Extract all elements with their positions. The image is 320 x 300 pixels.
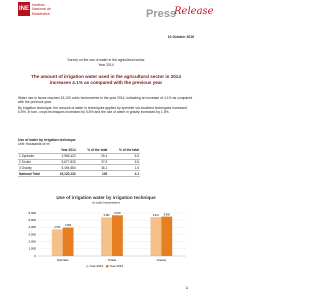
logo-mark: INE (18, 2, 30, 16)
legend-label: Year 2014 (110, 264, 124, 268)
table-cell: 100 (76, 170, 109, 177)
data-label: 5,495 (164, 213, 171, 216)
table-row: 2 Trickle 5,677,825 37.5 5.5 (18, 159, 140, 166)
x-tick-label: Gravity (157, 258, 167, 262)
bar (51, 229, 63, 256)
table-cell: 1.5 (108, 164, 140, 172)
logo-line: Estadística (32, 11, 50, 16)
y-tick-label: 2,000 (28, 239, 36, 243)
chart-subtitle: (in cubic hectometers) (92, 201, 120, 205)
table-cell: 5,677,825 (50, 159, 77, 166)
table-cell: 5.5 (108, 159, 140, 166)
table-cell: 36.1 (76, 164, 109, 172)
table-row: 3 Gravity 5,494,884 36.1 1.5 (18, 164, 140, 172)
legend-label: Year 2013 (90, 264, 104, 268)
data-label: 3,724 (54, 226, 61, 229)
logo-text: Instituto Nacional de Estadística (32, 3, 51, 16)
table-cell: 3,966,423 (50, 153, 77, 160)
table-cell: 37.5 (76, 159, 109, 166)
table-unit: Unit: thousands of m³ (18, 142, 51, 146)
page-number: 1 (186, 286, 188, 290)
table-cell: 1 Sprinkler (18, 153, 51, 160)
y-tick-label: 6,000 (28, 211, 36, 215)
table-row: National Total 15,120,132 100 4.1 (18, 170, 140, 177)
paragraph: Water use in farms reached 15,120 cubic … (18, 96, 193, 105)
logo-line: Instituto (32, 3, 45, 7)
table-cell: 4.1 (108, 170, 140, 177)
survey-title: Survey on the use of water in the agricu… (67, 58, 145, 62)
headline: The amount of irrigation water used in t… (31, 74, 181, 85)
y-tick-label: 4,000 (28, 225, 36, 229)
date: 10 October 2016 (167, 35, 194, 39)
table-cell: 6.5 (108, 153, 140, 160)
table-cell: 26.4 (76, 153, 109, 160)
y-tick-label: 5,000 (28, 218, 36, 222)
legend-swatch (106, 265, 109, 268)
table-row: 1 Sprinkler 3,966,423 26.4 6.5 (18, 153, 140, 160)
chart-title: Use of irrigation water by irrigation te… (56, 195, 156, 200)
page: INE Instituto Nacional de Estadística Pres… (18, 2, 214, 290)
data-label: 5,414 (153, 214, 160, 217)
data-label: 5,678 (114, 212, 121, 215)
table-cell: 5,494,884 (50, 164, 77, 172)
data-label: 3,966 (65, 224, 72, 227)
table-cell: 2 Trickle (18, 159, 51, 166)
paragraph: By irrigation technique, the amount of w… (18, 106, 187, 115)
y-tick-label: 1,000 (28, 247, 36, 251)
survey-year: Year 2014 (98, 63, 114, 67)
table: Year 2014% of the total% of the total 1 S… (18, 148, 140, 177)
table-title: Use of water by irrigation technique (18, 138, 76, 142)
y-tick-label: 3,000 (28, 232, 36, 236)
column-header: % of the total (108, 148, 140, 154)
data-label: 5,382 (104, 214, 111, 217)
legend-swatch (86, 265, 89, 268)
bar (112, 215, 123, 256)
bar (101, 217, 112, 256)
bar (161, 216, 173, 256)
x-tick-label: Trickle (108, 258, 117, 262)
bar (62, 227, 74, 256)
column-header: % of the total (76, 148, 109, 154)
table-cell (18, 148, 51, 154)
press: Press (146, 8, 176, 20)
y-tick-label: 0 (34, 254, 36, 258)
chart: Use of irrigation water by irrigation te… (28, 195, 186, 268)
table-header: Year 2014% of the total% of the total (18, 148, 140, 154)
column-header: Year 2014 (50, 148, 77, 154)
table-cell: National Total (18, 170, 51, 177)
bar (150, 217, 162, 256)
logo-line: Nacional de (32, 7, 51, 12)
x-tick-label: Sprinkler (57, 258, 69, 262)
table-cell: 3 Gravity (18, 164, 51, 172)
table-cell: 15,120,132 (50, 170, 77, 177)
release: Release (174, 6, 214, 17)
